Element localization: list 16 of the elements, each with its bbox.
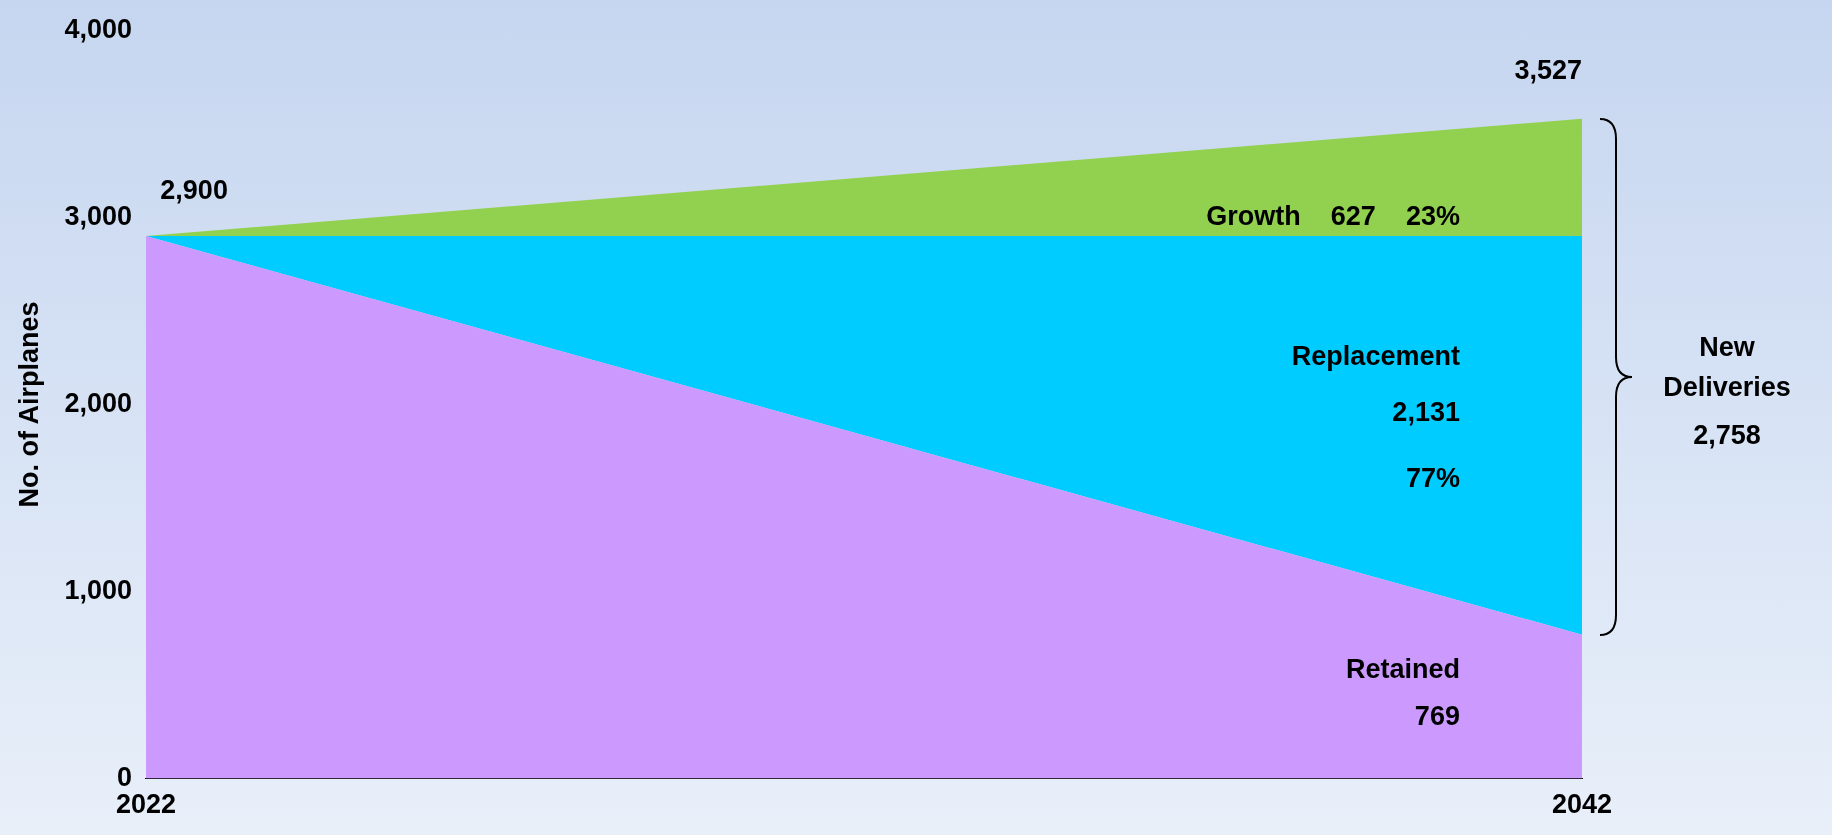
y-tick-label: 1,000 xyxy=(64,574,132,605)
y-tick-label: 4,000 xyxy=(64,13,132,44)
annotation: 2,131 xyxy=(1392,397,1460,428)
annotation: 77% xyxy=(1405,462,1460,493)
annotation: 3,527 xyxy=(1514,54,1582,85)
x-tick-label: 2042 xyxy=(1551,789,1613,820)
annotation: Retained xyxy=(1345,654,1460,685)
annotation: 2,900 xyxy=(160,174,228,205)
annotation: Replacement xyxy=(1291,341,1460,372)
y-axis-title: No. of Airplanes xyxy=(13,301,44,508)
y-tick-label: 3,000 xyxy=(64,200,132,231)
annotation: 769 xyxy=(1414,701,1460,732)
text: New Deliveries xyxy=(1663,331,1791,402)
text: 2,758 xyxy=(1693,419,1761,450)
y-tick-label: 2,000 xyxy=(64,387,132,418)
annotation: Growth 627 23% xyxy=(1206,200,1460,231)
